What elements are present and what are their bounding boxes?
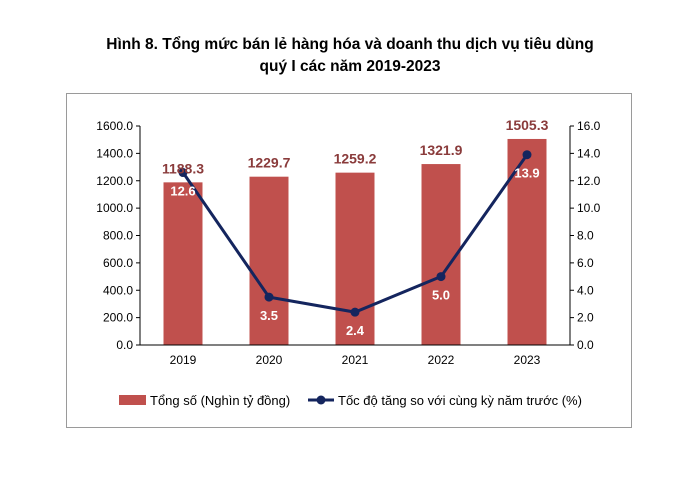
bar-2022 [421,164,461,345]
bar-value-label: 1321.9 [420,142,463,158]
x-tick-label: 2022 [428,353,455,367]
legend-bar-swatch [119,395,146,405]
left-tick-label: 1400.0 [96,146,133,160]
right-tick-label: 6.0 [577,256,594,270]
right-tick-label: 8.0 [577,229,594,243]
left-tick-label: 400.0 [103,283,133,297]
right-tick-label: 16.0 [577,119,601,133]
x-tick-label: 2019 [170,353,197,367]
right-tick-label: 10.0 [577,201,601,215]
left-tick-label: 800.0 [103,229,133,243]
chart-title-line-2: quý I các năm 2019-2023 [259,58,441,75]
growth-value-label: 2.4 [346,323,365,338]
right-tick-label: 2.0 [577,311,594,325]
left-tick-label: 1000.0 [96,201,133,215]
left-axis-ticks: 0.0 200.0 400.0 600.0 800.0 1000.0 1200.0 1400.… [96,119,140,352]
legend-line-marker [316,395,326,405]
growth-value-label: 5.0 [432,288,450,303]
right-tick-label: 14.0 [577,146,601,160]
growth-point-2019 [178,168,188,178]
growth-value-label: 12.6 [170,184,195,199]
left-tick-label: 1200.0 [96,174,133,188]
growth-point-2020 [264,292,274,302]
bar-value-label: 1259.2 [334,151,377,167]
right-tick-label: 0.0 [577,338,594,352]
x-tick-label: 2021 [342,353,369,367]
bar-2019 [163,182,203,345]
right-axis-ticks: 0.0 2.0 4.0 6.0 8.0 10.0 12.0 14.0 16.0 [570,119,601,352]
bar-value-label: 1229.7 [248,155,291,171]
chart-title: Hình 8. Tổng mức bán lẻ hàng hóa và doan… [0,34,700,78]
line-series [178,150,532,317]
left-tick-label: 200.0 [103,311,133,325]
x-tick-label: 2020 [256,353,283,367]
legend: Tổng số (Nghìn tỷ đồng) Tốc độ tăng so v… [119,393,582,408]
growth-value-label: 13.9 [514,166,539,181]
chart-frame [66,93,632,428]
x-tick-label: 2023 [514,353,541,367]
growth-value-label: 3.5 [260,308,278,323]
growth-point-2022 [436,272,446,282]
axes: 2019 2020 2021 2022 2023 [139,126,571,367]
left-tick-label: 1600.0 [96,119,133,133]
bar-value-label: 1505.3 [506,117,549,133]
bar-2020 [249,176,289,345]
growth-point-2023 [522,150,532,160]
data-labels: 1188.3 1229.7 1259.2 1321.9 1505.3 12.6 3.5 2.4… [162,117,549,338]
legend-bar-label: Tổng số (Nghìn tỷ đồng) [150,393,290,408]
left-tick-label: 0.0 [116,338,133,352]
legend-line-label: Tốc độ tăng so với cùng kỳ năm trước (%) [338,393,582,408]
left-tick-label: 600.0 [103,256,133,270]
bar-2021 [335,172,375,345]
growth-point-2021 [350,307,360,317]
right-tick-label: 4.0 [577,283,594,297]
bar-value-label: 1188.3 [162,160,204,176]
chart-title-line-1: Hình 8. Tổng mức bán lẻ hàng hóa và doan… [106,36,594,53]
right-tick-label: 12.0 [577,174,601,188]
